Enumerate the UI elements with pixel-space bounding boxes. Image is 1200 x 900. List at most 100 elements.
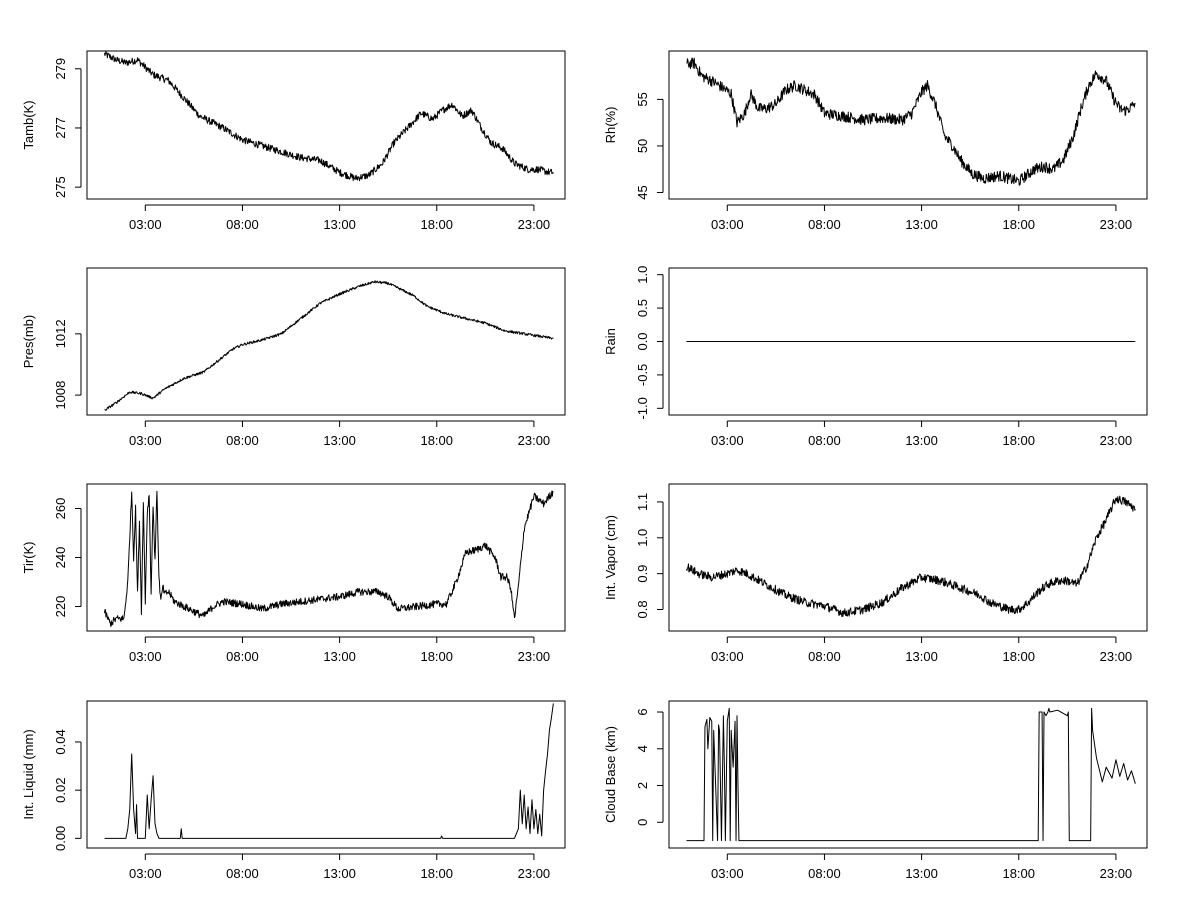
- x-tick-label-cloud: 03:00: [711, 866, 744, 881]
- y-tick-label-tamb: 275: [53, 176, 68, 198]
- y-tick-label-rain: -1.0: [635, 397, 650, 419]
- x-tick-label-rh: 23:00: [1100, 217, 1133, 232]
- y-tick-label-liquid: 0.04: [53, 729, 68, 754]
- y-tick-label-tamb: 277: [53, 117, 68, 139]
- series-line-pres: [104, 280, 554, 411]
- y-tick-label-vapor: 0.9: [635, 565, 650, 583]
- x-tick-label-tir: 03:00: [129, 649, 162, 664]
- x-tick-label-cloud: 18:00: [1002, 866, 1035, 881]
- y-tick-label-rain: 1.0: [635, 266, 650, 284]
- x-tick-label-cloud: 08:00: [808, 866, 841, 881]
- y-tick-label-vapor: 1.0: [635, 529, 650, 547]
- panel-pres: 03:00 08:00 13:00 18:00 23:00 1008 1012 Pres(mb…: [21, 267, 566, 448]
- x-tick-label-rain: 13:00: [905, 433, 938, 448]
- panel-tamb: 03:00 08:00 13:00 18:00 23:00 275 277 279 Tamb(K…: [21, 50, 566, 232]
- plot-frame-tir: [86, 483, 566, 632]
- panel-tir: 03:00 08:00 13:00 18:00 23:00 220 240 260 Tir(K): [21, 483, 566, 664]
- y-tick-label-pres: 1012: [53, 319, 68, 348]
- x-tick-label-rh: 13:00: [905, 217, 938, 232]
- x-tick-label-vapor: 13:00: [905, 649, 938, 664]
- panel-cloud: 03:00 08:00 13:00 18:00 23:00 0 2 4 6 Cloud Base …: [603, 700, 1148, 881]
- x-tick-label-pres: 23:00: [518, 433, 551, 448]
- x-tick-label-pres: 03:00: [129, 433, 162, 448]
- y-tick-label-rain: 0.5: [635, 299, 650, 317]
- y-axis-label-tir: Tir(K): [21, 541, 36, 573]
- y-axis-label-tamb: Tamb(K): [21, 100, 36, 149]
- y-axis-label-pres: Pres(mb): [21, 315, 36, 368]
- plot-frame-liquid: [86, 700, 566, 849]
- x-tick-label-liquid: 03:00: [129, 866, 162, 881]
- y-tick-label-tamb: 279: [53, 58, 68, 80]
- plot-frame-vapor: [668, 483, 1148, 632]
- series-line-cloud: [686, 707, 1136, 842]
- y-tick-label-rh: 55: [635, 92, 650, 106]
- y-axis-label-rain: Rain: [603, 328, 618, 355]
- series-line-rh: [686, 57, 1136, 186]
- x-tick-label-rain: 03:00: [711, 433, 744, 448]
- panel-rh: 03:00 08:00 13:00 18:00 23:00 45 50 55 Rh(%): [603, 50, 1148, 232]
- y-axis-label-vapor: Int. Vapor (cm): [603, 515, 618, 600]
- panel-liquid: 03:00 08:00 13:00 18:00 23:00 0.00 0.02 0.04 Int…: [21, 700, 566, 881]
- y-tick-label-cloud: 4: [635, 745, 650, 752]
- panel-rain: 03:00 08:00 13:00 18:00 23:00 -1.0 -0.5 0.0 0.5 1…: [603, 266, 1148, 448]
- y-tick-label-tir: 240: [53, 547, 68, 569]
- x-tick-label-tamb: 08:00: [226, 217, 259, 232]
- y-tick-label-tir: 220: [53, 596, 68, 618]
- plot-frame-rain: [668, 267, 1148, 416]
- y-tick-label-vapor: 1.1: [635, 493, 650, 511]
- series-line-vapor: [686, 495, 1136, 618]
- x-tick-label-tir: 23:00: [518, 649, 551, 664]
- y-tick-label-liquid: 0.02: [53, 778, 68, 803]
- x-tick-label-tamb: 18:00: [420, 217, 453, 232]
- plot-frame-cloud: [668, 700, 1148, 849]
- x-tick-label-liquid: 08:00: [226, 866, 259, 881]
- series-line-tamb: [103, 50, 554, 182]
- y-tick-label-rh: 45: [635, 185, 650, 199]
- panel-vapor: 03:00 08:00 13:00 18:00 23:00 0.8 0.9 1.0 1.1 Int…: [603, 483, 1148, 664]
- x-tick-label-cloud: 23:00: [1100, 866, 1133, 881]
- y-tick-label-rain: -0.5: [635, 364, 650, 386]
- y-axis-label-cloud: Cloud Base (km): [603, 726, 618, 823]
- x-tick-label-rain: 08:00: [808, 433, 841, 448]
- y-tick-label-pres: 1008: [53, 381, 68, 410]
- x-tick-label-liquid: 23:00: [518, 866, 551, 881]
- plot-frame-pres: [86, 267, 566, 416]
- x-tick-label-pres: 18:00: [420, 433, 453, 448]
- x-tick-label-pres: 13:00: [323, 433, 356, 448]
- series-line-liquid: [104, 703, 554, 839]
- y-tick-label-rain: 0.0: [635, 332, 650, 350]
- y-tick-label-rh: 50: [635, 139, 650, 153]
- series-line-tir: [103, 490, 554, 628]
- plot-frame-rh: [668, 50, 1148, 200]
- x-tick-label-vapor: 18:00: [1002, 649, 1035, 664]
- panels-container: 03:00 08:00 13:00 18:00 23:00 275 277 279 Tamb(K…: [21, 50, 1148, 881]
- y-tick-label-tir: 260: [53, 498, 68, 520]
- x-tick-label-liquid: 13:00: [323, 866, 356, 881]
- x-tick-label-rain: 23:00: [1100, 433, 1133, 448]
- x-tick-label-rh: 08:00: [808, 217, 841, 232]
- x-tick-label-rh: 18:00: [1002, 217, 1035, 232]
- y-tick-label-liquid: 0.00: [53, 826, 68, 851]
- y-tick-label-cloud: 6: [635, 708, 650, 715]
- x-tick-label-rh: 03:00: [711, 217, 744, 232]
- x-tick-label-tamb: 13:00: [323, 217, 356, 232]
- y-axis-label-liquid: Int. Liquid (mm): [21, 729, 36, 819]
- x-tick-label-rain: 18:00: [1002, 433, 1035, 448]
- y-axis-label-rh: Rh(%): [603, 107, 618, 144]
- x-tick-label-vapor: 08:00: [808, 649, 841, 664]
- x-tick-label-tamb: 23:00: [518, 217, 551, 232]
- plot-frame-tamb: [86, 50, 566, 200]
- y-tick-label-cloud: 0: [635, 819, 650, 826]
- x-tick-label-cloud: 13:00: [905, 866, 938, 881]
- x-tick-label-tir: 18:00: [420, 649, 453, 664]
- x-tick-label-tamb: 03:00: [129, 217, 162, 232]
- y-tick-label-vapor: 0.8: [635, 600, 650, 618]
- x-tick-label-vapor: 23:00: [1100, 649, 1133, 664]
- x-tick-label-pres: 08:00: [226, 433, 259, 448]
- x-tick-label-vapor: 03:00: [711, 649, 744, 664]
- x-tick-label-tir: 08:00: [226, 649, 259, 664]
- x-tick-label-tir: 13:00: [323, 649, 356, 664]
- y-tick-label-cloud: 2: [635, 782, 650, 789]
- x-tick-label-liquid: 18:00: [420, 866, 453, 881]
